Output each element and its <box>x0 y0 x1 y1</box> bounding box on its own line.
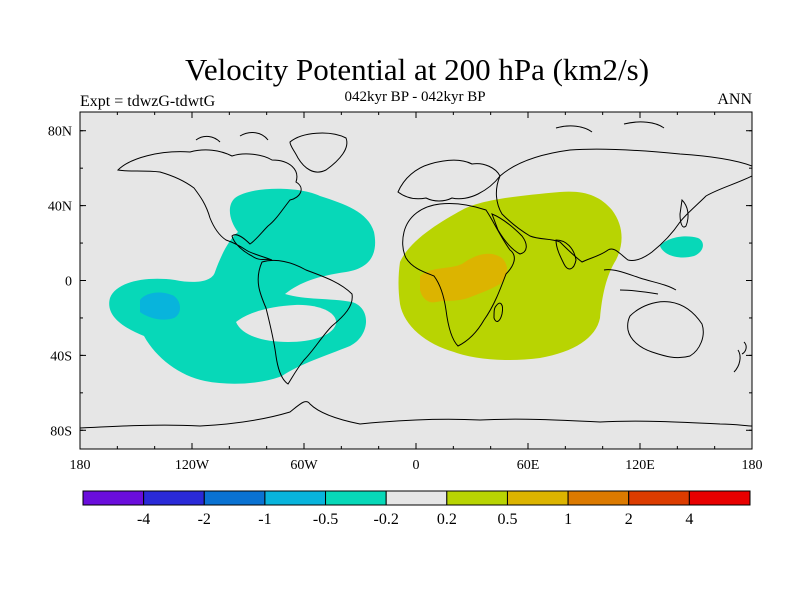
colorbar: -4 -2 -1 -0.5 -0.2 0.2 0.5 1 2 4 <box>82 490 751 528</box>
region-africa-indian-positive <box>398 191 622 360</box>
colorbar-swatch <box>264 490 327 506</box>
colorbar-label: 0.2 <box>437 511 457 528</box>
colorbar-label: -4 <box>137 511 150 528</box>
colorbar-swatch <box>506 490 569 506</box>
field-layer <box>109 188 703 384</box>
lat-tick-label: 40S <box>50 349 72 364</box>
colorbar-label: 0.5 <box>497 511 517 528</box>
colorbar-swatch <box>446 490 508 506</box>
coastline-north-america <box>116 149 302 261</box>
coastline-europe <box>397 159 501 202</box>
coastline-australia <box>627 301 704 359</box>
coastline-africa <box>402 203 515 347</box>
lat-tick-label: 40N <box>48 200 72 215</box>
colorbar-swatch <box>385 490 448 506</box>
lat-tick-label: 0 <box>65 275 72 290</box>
region-western-pacific-negative <box>660 236 703 258</box>
colorbar-label: 2 <box>625 511 633 528</box>
colorbar-swatch <box>82 490 145 506</box>
chart-title: Velocity Potential at 200 hPa (km2/s) <box>184 52 650 87</box>
experiment-label: Expt = tdwzG-tdwtG <box>80 93 216 110</box>
colorbar-label: -2 <box>198 511 211 528</box>
lon-tick-label: 60W <box>290 458 318 473</box>
colorbar-label: -0.2 <box>374 511 399 528</box>
lon-tick-label: 60E <box>517 458 540 473</box>
coastline-arabia-india <box>491 213 577 270</box>
region-neutral-hole <box>236 304 337 342</box>
coastline-japan <box>679 198 689 228</box>
lon-tick-label: 120E <box>625 458 655 473</box>
colorbar-swatch <box>143 490 205 506</box>
colorbar-swatch <box>203 490 266 506</box>
coastline-arctic-islands <box>195 121 665 143</box>
coastline-new-zealand <box>733 341 747 373</box>
colorbar-label: 4 <box>685 511 693 528</box>
season-label: ANN <box>717 91 752 108</box>
latitude-axis: 80N 40N 0 40S 80S <box>48 125 752 439</box>
coastline-maritime-continent <box>603 269 677 295</box>
coastline-asia <box>495 148 752 263</box>
lat-tick-label: 80N <box>48 125 72 140</box>
colorbar-swatch <box>325 490 387 506</box>
chart-subtitle: 042kyr BP - 042kyr BP <box>344 89 486 105</box>
coastline-greenland <box>289 132 348 173</box>
lon-tick-label: 180 <box>742 458 763 473</box>
region-eastern-pacific-negative-core <box>140 292 180 320</box>
longitude-axis: 180 120W 60W 0 60E 120E 180 <box>70 112 763 473</box>
coastline-madagascar <box>493 302 503 322</box>
coastline-south-america <box>257 259 353 385</box>
lat-tick-label: 80S <box>50 424 72 439</box>
lon-tick-label: 120W <box>175 458 210 473</box>
colorbar-swatch <box>567 490 630 506</box>
colorbar-label: -1 <box>258 511 271 528</box>
lon-tick-label: 180 <box>70 458 91 473</box>
coastline-antarctica <box>80 401 752 429</box>
colorbar-swatch <box>688 490 751 506</box>
colorbar-label: 1 <box>564 511 572 528</box>
colorbar-label: -0.5 <box>313 511 338 528</box>
lon-tick-label: 0 <box>413 458 420 473</box>
coastlines <box>80 121 752 429</box>
colorbar-swatch <box>628 490 690 506</box>
